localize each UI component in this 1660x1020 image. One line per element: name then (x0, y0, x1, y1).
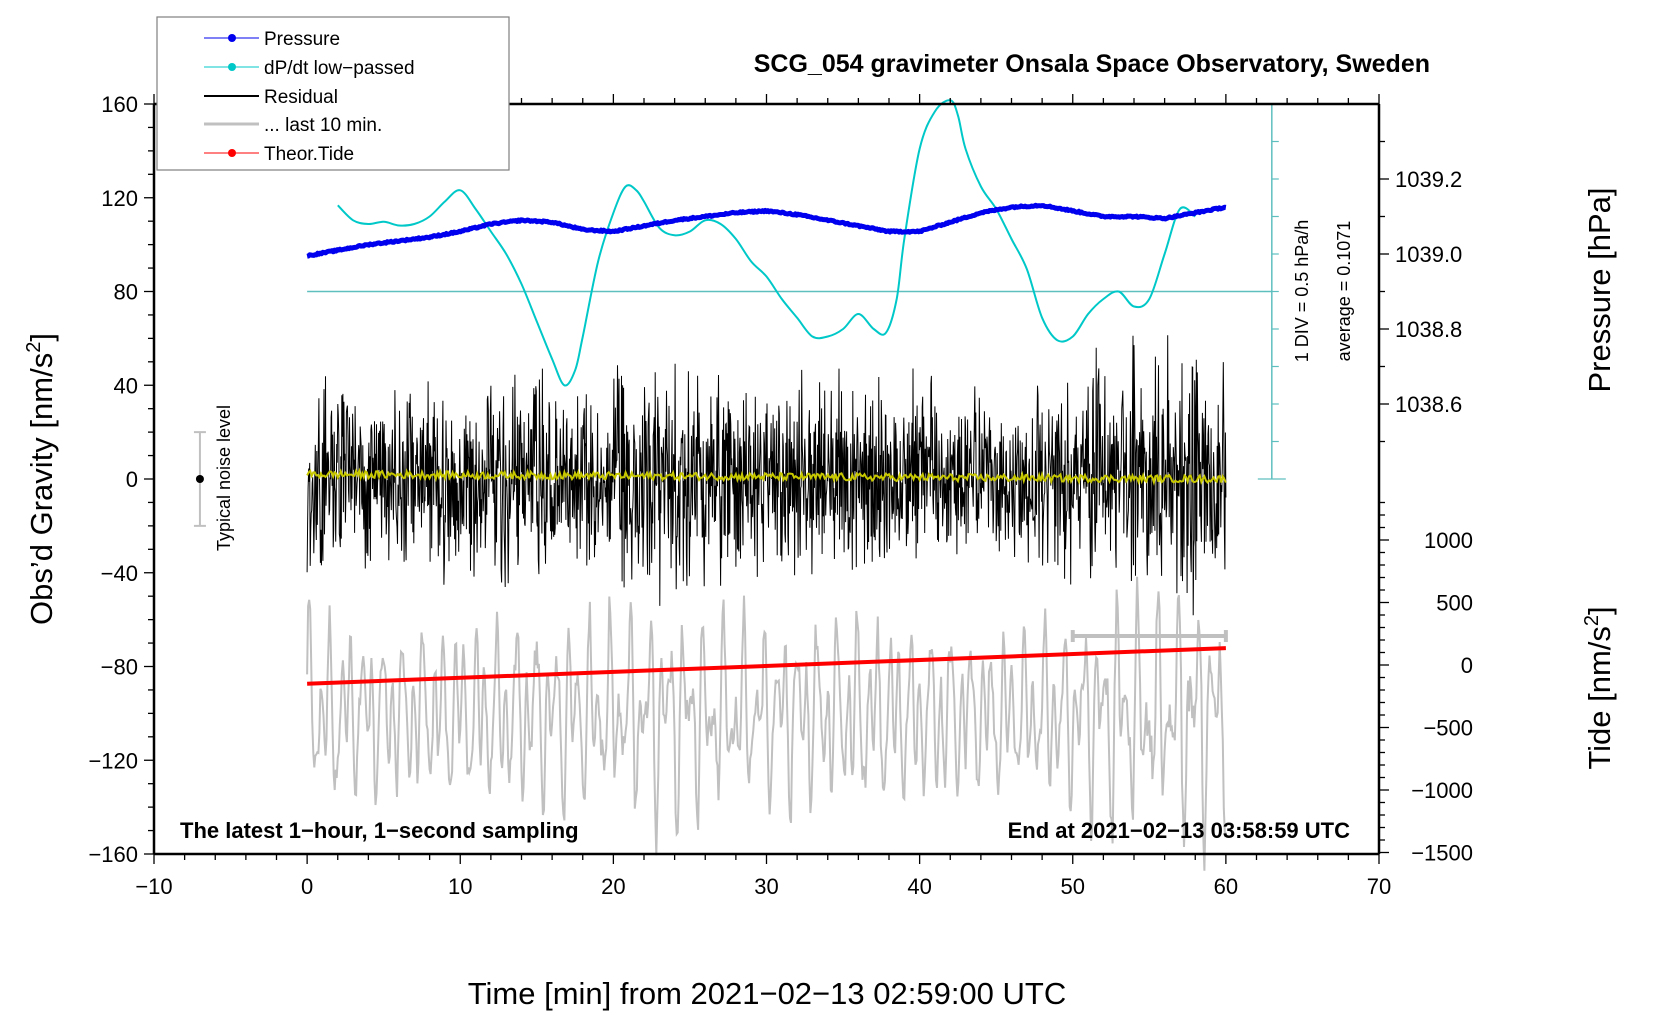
legend-label-pressure: Pressure (264, 29, 340, 50)
noise-level-dot (195, 475, 204, 483)
y-tide-tick-label: −500 (1423, 716, 1473, 741)
x-tick-label: 20 (601, 874, 625, 899)
series-last-10-min-line (306, 576, 1227, 871)
y-gravity-tick-label: −160 (88, 842, 138, 867)
series-layer (193, 99, 1286, 871)
y-tide-tick-label: −1000 (1411, 778, 1473, 803)
x-axis-title: Time [min] from 2021−02−13 02:59:00 UTC (468, 976, 1067, 1011)
annotation-latest-hour: The latest 1−hour, 1−second sampling (180, 818, 579, 843)
annotation-div-scale: 1 DIV = 0.5 hPa/h (1292, 220, 1312, 363)
y-gravity-tick-label: −80 (101, 655, 138, 680)
legend: Pressure dP/dt low−passed Residual ... l… (156, 16, 510, 171)
annotation-noise-level: Typical noise level (214, 405, 234, 551)
x-tick-label: 70 (1367, 874, 1391, 899)
legend-label-tide: Theor.Tide (264, 144, 354, 165)
y-axis-title-gravity-text: Obs’d Gravity [nm/s (24, 353, 59, 625)
y-tide-tick-label: −1500 (1411, 841, 1473, 866)
y-gravity-tick-label: −40 (101, 561, 138, 586)
y-gravity-tick-label: 0 (126, 467, 138, 492)
x-tick-label: 0 (301, 874, 313, 899)
y-gravity-tick-label: 40 (114, 373, 138, 398)
legend-item-pressure: Pressure (204, 29, 340, 50)
y-pressure-tick-label: 1038.8 (1395, 317, 1462, 342)
x-tick-label: 30 (754, 874, 778, 899)
axes-layer: −10 0 10 20 30 40 50 60 70 160 120 80 40 0 −40 −80 −120 −… (88, 92, 1473, 899)
y-pressure-tick-label: 1039.2 (1395, 167, 1462, 192)
y-gravity-tick-label: −120 (88, 748, 138, 773)
legend-label-dpdt: dP/dt low−passed (264, 58, 415, 79)
legend-marker-pressure (228, 34, 236, 42)
x-tick-label: 60 (1214, 874, 1238, 899)
y-tide-tick-label: 0 (1461, 653, 1473, 678)
series-theor-tide-line (307, 646, 1226, 686)
y-tide-tick-label: 500 (1436, 591, 1473, 616)
x-tick-label: 50 (1061, 874, 1085, 899)
legend-box (156, 16, 510, 171)
series-residual-smoothed-line (306, 467, 1227, 486)
legend-item-last10: ... last 10 min. (204, 115, 382, 136)
y-axis-title-gravity: Obs’d Gravity [nm/s2] (23, 333, 59, 625)
y-axis-title-tide-text: Tide [nm/s (1582, 626, 1617, 770)
y-gravity-tick-label: 120 (101, 186, 138, 211)
y-axis-title-gravity-close: ] (24, 333, 59, 342)
x-tick-label: 10 (448, 874, 472, 899)
y-axis-title-tide-close: ] (1582, 606, 1617, 615)
y-axis-title-tide-sup: 2 (1581, 615, 1603, 626)
y-axis-title-pressure: Pressure [hPa] (1582, 187, 1617, 392)
legend-label-last10: ... last 10 min. (264, 115, 382, 136)
legend-item-dpdt: dP/dt low−passed (204, 58, 415, 79)
annotation-average: average = 0.1071 (1334, 221, 1354, 362)
y-pressure-tick-label: 1039.0 (1395, 242, 1462, 267)
y-gravity-tick-label: 160 (101, 92, 138, 117)
y-axis-title-tide: Tide [nm/s2] (1581, 606, 1617, 769)
y-axis-title-gravity-sup: 2 (23, 342, 45, 353)
y-pressure-tick-label: 1038.6 (1395, 392, 1462, 417)
series-dpdt-line (337, 99, 1196, 387)
chart-title: SCG_054 gravimeter Onsala Space Observat… (754, 50, 1430, 78)
legend-marker-tide (228, 149, 236, 157)
legend-item-tide: Theor.Tide (204, 144, 354, 165)
legend-label-residual: Residual (264, 87, 338, 108)
annotation-end-time: End at 2021−02−13 03:58:59 UTC (1008, 818, 1351, 843)
x-tick-label: −10 (135, 874, 172, 899)
legend-marker-dpdt (228, 63, 236, 71)
x-tick-label: 40 (907, 874, 931, 899)
y-gravity-tick-label: 80 (114, 280, 138, 305)
y-tide-tick-label: 1000 (1424, 528, 1473, 553)
legend-item-residual: Residual (204, 87, 338, 108)
series-residual-line (306, 335, 1227, 616)
series-pressure-line (305, 202, 1228, 259)
